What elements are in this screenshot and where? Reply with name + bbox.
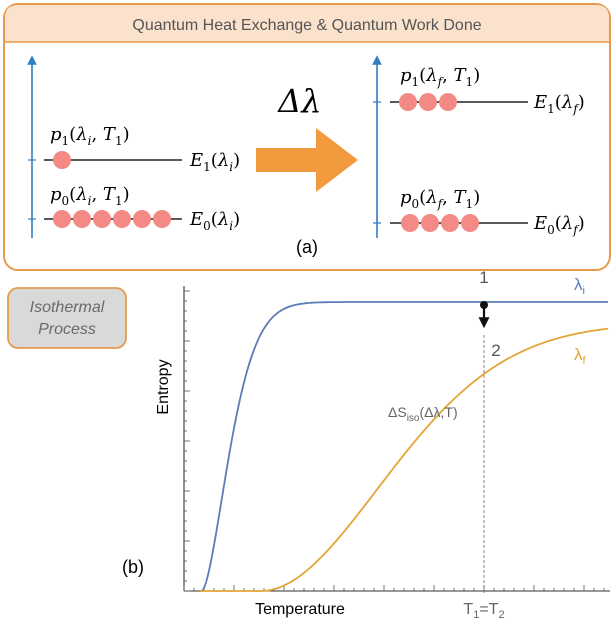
curve-label-lambda-f: λf: [574, 345, 587, 367]
panel-a-header: [5, 5, 609, 42]
right-lower-particle: [441, 214, 459, 232]
right-lower-particle: [461, 214, 479, 232]
process-badge-line1: Isothermal: [30, 299, 105, 316]
right-lower-prob-label: p0(λf, T1): [400, 187, 480, 211]
delta-lambda-label: Δλ: [276, 82, 321, 120]
left-lower-particle: [73, 210, 91, 228]
curve-lambda-i: [200, 301, 608, 592]
left-lower-particle: [53, 210, 71, 228]
left-lower-energy-label: E0(λi): [189, 209, 240, 233]
left-upper-particle: [53, 151, 71, 169]
left-lower-prob-label: p0(λi, T1): [50, 184, 130, 208]
axis-ticks: [183, 290, 605, 592]
right-upper-particle: [439, 93, 457, 111]
curve-label-lambda-i: λi: [574, 275, 585, 297]
panel-b-label: (b): [122, 557, 144, 577]
left-lower-particle: [93, 210, 111, 228]
left-lower-particle: [113, 210, 131, 228]
right-upper-particle: [399, 93, 417, 111]
point-2-label: 2: [491, 341, 500, 360]
right-lower-particle: [421, 214, 439, 232]
left-lower-particle: [153, 210, 171, 228]
process-badge-line2: Process: [38, 321, 96, 338]
right-lower-particle: [401, 214, 419, 232]
panel-a-title: Quantum Heat Exchange & Quantum Work Don…: [132, 17, 481, 34]
point-1-label: 1: [479, 268, 488, 287]
y-axis-label: Entropy: [155, 359, 172, 414]
delta-s-label: ΔSiso(Δλ,T): [388, 404, 458, 424]
delta-lambda-arrow: [256, 128, 358, 192]
x-axis-label: Temperature: [255, 601, 345, 618]
left-upper-prob-label: p1(λi, T1): [50, 124, 130, 148]
panel-a-label: (a): [296, 237, 318, 257]
left-lower-particle: [133, 210, 151, 228]
right-upper-prob-label: p1(λf, T1): [400, 65, 480, 89]
right-lower-energy-label: E0(λf): [533, 213, 585, 237]
left-upper-energy-label: E1(λi): [189, 150, 240, 174]
curve-lambda-f: [200, 327, 609, 592]
panel-b: Isothermal Process Entropy Temperature T…: [7, 268, 610, 621]
point-1: [480, 301, 488, 309]
x-tick-label-t1-t2: T1=T2: [463, 601, 504, 621]
panel-a-frame: [3, 3, 611, 271]
particles: [53, 93, 479, 232]
right-upper-particle: [419, 93, 437, 111]
right-upper-energy-label: E1(λf): [533, 92, 585, 116]
panel-a: Quantum Heat Exchange & Quantum Work Don…: [3, 3, 611, 271]
process-badge: [7, 287, 127, 349]
